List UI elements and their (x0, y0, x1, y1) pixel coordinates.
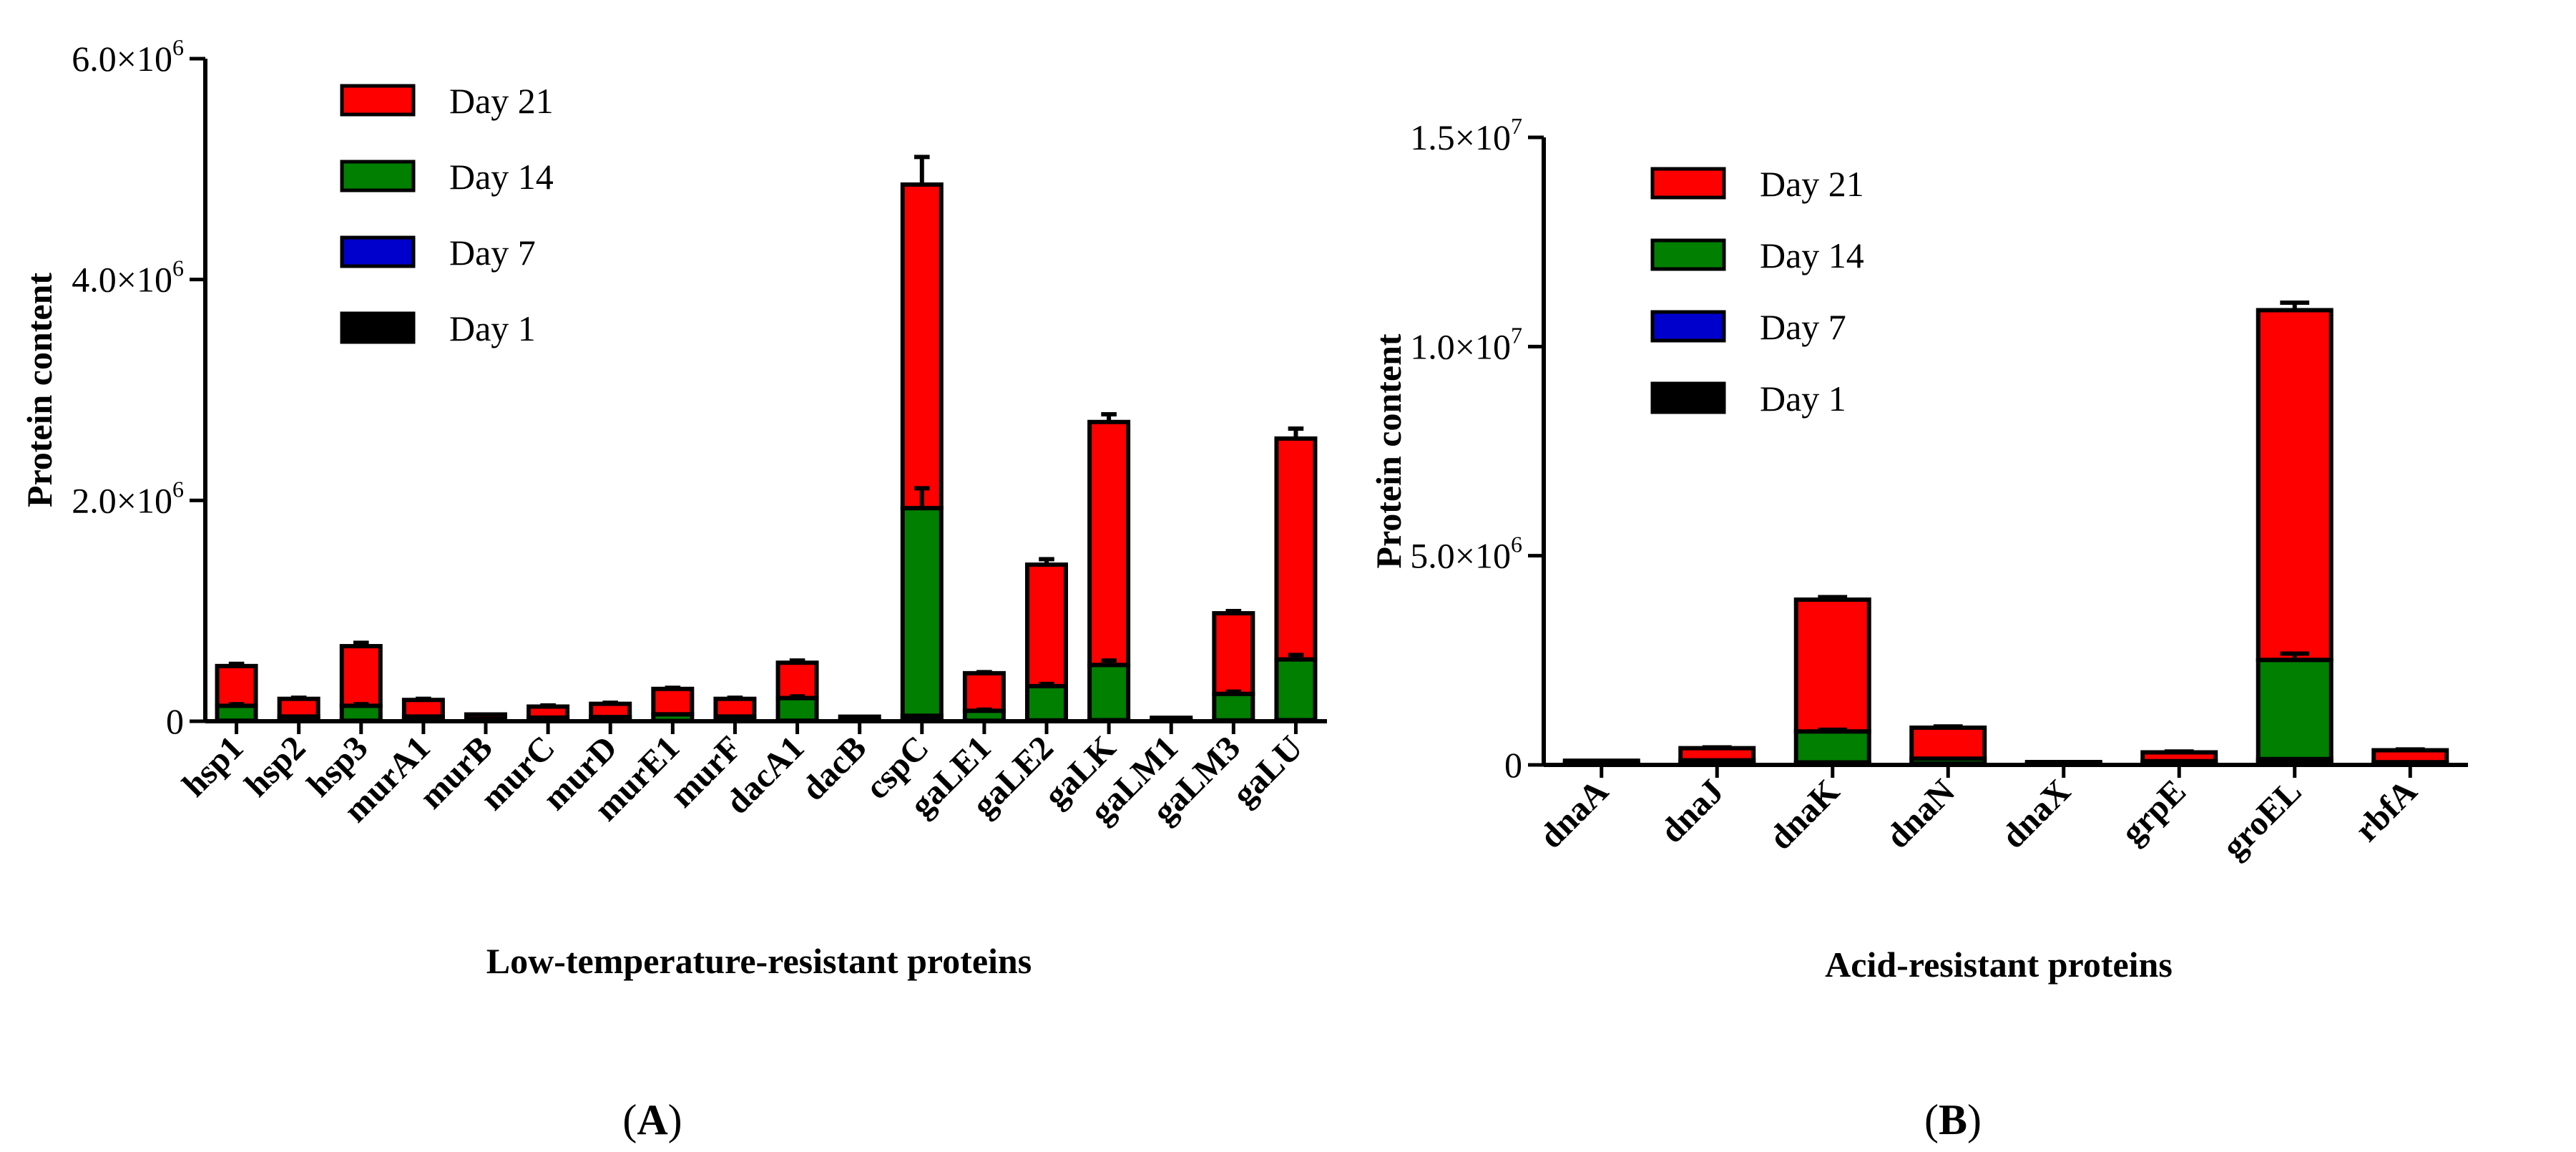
legend-label-day21: Day 21 (449, 81, 554, 121)
legend-swatch-day1 (1650, 381, 1726, 414)
bar-day21-dnaN (1909, 725, 1987, 761)
y-tick-label: 1.5×107 (1410, 113, 1522, 157)
legend-swatch-day21 (340, 84, 416, 117)
bar-day14-gaLU (1274, 657, 1318, 723)
bar-day21-murB (464, 712, 507, 721)
bar-day21-hsp1 (215, 663, 258, 708)
bar-day21-hsp2 (277, 696, 320, 719)
x-tick-label: grpE (2114, 772, 2193, 851)
legend-swatch-day14 (340, 160, 416, 192)
y-tick-label: 0 (166, 701, 184, 741)
bar-day21-dnaX (2024, 760, 2102, 766)
y-tick-label: 5.0×106 (1410, 532, 1522, 576)
x-tick-label: rbfA (2348, 772, 2424, 849)
x-tick-label: dnaX (1994, 772, 2078, 856)
x-tick-label: dnaK (1762, 772, 1847, 857)
x-axis-title: Low-temperature-resistant proteins (486, 941, 1032, 981)
x-tick-label: dnaJ (1653, 772, 1731, 850)
bar-day21-murD (589, 701, 632, 720)
panel-label-b: (B) (1924, 1096, 1982, 1143)
x-tick-label: dacB (794, 728, 873, 808)
bar-day21-murC (527, 704, 570, 720)
bar-day21-gaLE1 (962, 670, 1006, 713)
bar-day14-gaLE2 (1025, 683, 1068, 723)
bar-day21-rbfA (2371, 748, 2449, 765)
bar-day14-hsp1 (215, 703, 258, 723)
panel-a-chart: 02.0×1064.0×1066.0×106hsp1hsp2hsp3murA1m… (19, 34, 1327, 1143)
bar-day14-hsp3 (339, 703, 383, 723)
legend-swatch-day14 (1650, 238, 1726, 271)
y-tick-label: 0 (1504, 745, 1522, 785)
legend-label-day14: Day 14 (1760, 235, 1864, 275)
legend-label-day7: Day 7 (1760, 307, 1846, 347)
x-tick-label: dnaN (1879, 772, 1962, 856)
y-axis-title: Protein content (19, 273, 59, 508)
bar-day21-gaLU (1274, 436, 1318, 662)
legend: Day 21 Day 14 Day 7 Day 1 (340, 81, 554, 348)
x-tick-label: hsp1 (175, 728, 250, 804)
bar-day21-dacB (838, 714, 881, 723)
bar-day21-gaLM1 (1150, 716, 1193, 723)
bar-day21-gaLK (1087, 419, 1131, 668)
bar-day14-dnaK (1793, 729, 1871, 765)
bar-day14-groEL (2256, 658, 2333, 761)
x-axis-title: Acid-resistant proteins (1825, 944, 2173, 985)
bar-day21-dnaK (1793, 597, 1871, 734)
bar-day14-cspC (900, 506, 944, 718)
bar-day21-dnaA (1562, 758, 1640, 766)
y-axis-title: Protein content (1368, 333, 1409, 569)
legend-label-day7: Day 7 (449, 233, 536, 273)
x-tick-label: groEL (2215, 772, 2308, 866)
y-tick-label: 6.0×106 (72, 34, 184, 79)
legend-label-day1: Day 1 (449, 308, 536, 348)
legend-label-day14: Day 14 (449, 157, 554, 197)
legend-swatch-day7 (340, 235, 416, 268)
bar-day21-gaLE2 (1025, 562, 1068, 688)
bar-day14-gaLM3 (1212, 691, 1255, 723)
bar-day21-murF (713, 696, 757, 719)
bar-day21-dnaJ (1678, 746, 1756, 763)
bar-day21-grpE (2140, 750, 2218, 763)
bar-day21-cspC (900, 182, 944, 511)
legend-swatch-day21 (1650, 167, 1726, 200)
legend-label-day21: Day 21 (1760, 164, 1864, 204)
bar-day14-gaLK (1087, 663, 1131, 723)
x-tick-label: hsp2 (237, 728, 313, 804)
bar-day14-dacA1 (775, 695, 819, 723)
legend-label-day1: Day 1 (1760, 379, 1846, 419)
x-tick-label: dnaA (1532, 772, 1616, 856)
y-tick-label: 1.0×107 (1410, 322, 1522, 366)
panel-b-chart: 0 5.0×106 1.0×107 1.5×107 dnaA dnaJ dnaK dnaN dn… (1368, 113, 2468, 1143)
x-tick-label: gaLU (1225, 728, 1311, 814)
bar-day21-groEL (2256, 308, 2333, 663)
bar-day21-murE1 (651, 686, 695, 717)
bar-day21-dacA1 (775, 660, 819, 701)
legend: Day 21 Day 14 Day 7 Day 1 (1650, 164, 1864, 419)
bar-day21-murA1 (401, 698, 445, 719)
panel-label-a: (A) (622, 1096, 682, 1143)
y-tick-label: 4.0×106 (72, 255, 184, 300)
bar-day21-gaLM3 (1212, 611, 1255, 696)
legend-swatch-day7 (1650, 310, 1726, 343)
y-tick-label: 2.0×106 (72, 476, 184, 520)
bar-day21-hsp3 (339, 644, 383, 708)
legend-swatch-day1 (340, 311, 416, 344)
